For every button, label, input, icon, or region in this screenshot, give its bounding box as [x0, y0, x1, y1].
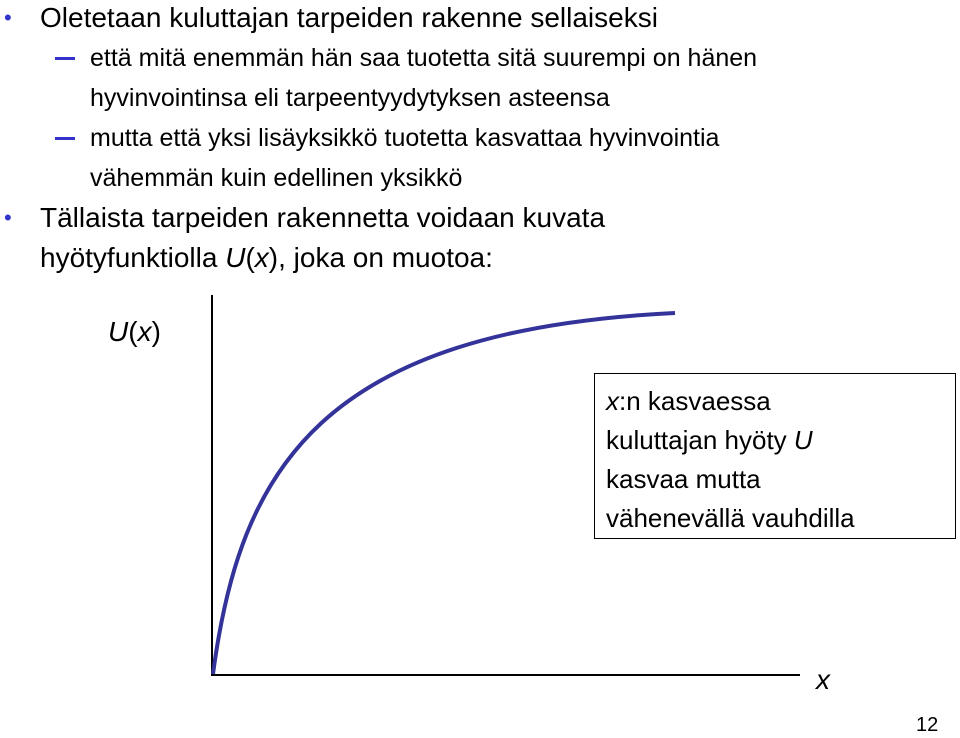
text-run: vähemmän kuin edellinen yksikkö — [90, 164, 463, 192]
text-run: että mitä enemmän hän saa tuotetta sitä … — [90, 44, 758, 72]
page-number: 12 — [916, 714, 939, 736]
text-run: Tällaista tarpeiden rakennetta voidaan k… — [40, 202, 606, 233]
text-line: Oletetaan kuluttajan tarpeiden rakenne s… — [40, 0, 658, 38]
text-run: Oletetaan kuluttajan tarpeiden rakenne s… — [40, 2, 658, 33]
text-run: kuluttajan hyöty — [606, 425, 794, 455]
text-run: ), joka on muotoa: — [268, 242, 493, 273]
text-line: vähemmän kuin edellinen yksikkö — [90, 158, 462, 198]
y-label: U(x) — [108, 312, 161, 352]
text-run: ( — [128, 316, 138, 347]
text-run: kasvaa mutta — [606, 464, 761, 494]
note-line: kasvaa mutta — [606, 460, 955, 499]
text-line: mutta että yksi lisäyksikkö tuotetta kas… — [90, 118, 719, 158]
text-run: :n kasvaessa — [619, 386, 771, 416]
note-line: x:n kasvaessa — [606, 382, 955, 421]
bullet: • — [4, 205, 12, 230]
text-run: mutta että yksi lisäyksikkö tuotetta kas… — [90, 124, 720, 152]
note-line: kuluttajan hyöty U — [606, 421, 955, 460]
text-run: x — [254, 242, 269, 273]
text-run: hyötyfunktiolla — [40, 242, 226, 273]
note-line: vähenevällä vauhdilla — [606, 499, 955, 538]
text-run: x — [137, 316, 152, 347]
text-run: vähenevällä vauhdilla — [606, 503, 855, 533]
x-label: x — [816, 660, 830, 700]
text-run: x — [606, 386, 619, 416]
text-run: x — [816, 664, 830, 695]
text-line: että mitä enemmän hän saa tuotetta sitä … — [90, 38, 757, 78]
text-line: hyötyfunktiolla U(x), joka on muotoa: — [40, 238, 493, 278]
text-run: U — [225, 242, 246, 273]
text-run: ) — [151, 316, 161, 347]
text-run: ( — [245, 242, 255, 273]
text-run: U — [793, 425, 813, 455]
utility-curve — [211, 311, 676, 675]
text-line: Tällaista tarpeiden rakennetta voidaan k… — [40, 198, 605, 238]
dash — [55, 57, 75, 60]
text-line: hyvinvointinsa eli tarpeentyydytyksen as… — [90, 78, 610, 118]
bullet: • — [4, 5, 12, 30]
text-run: U — [108, 316, 129, 347]
dash — [55, 137, 75, 140]
text-run: hyvinvointinsa eli tarpeentyydytyksen as… — [90, 84, 610, 112]
